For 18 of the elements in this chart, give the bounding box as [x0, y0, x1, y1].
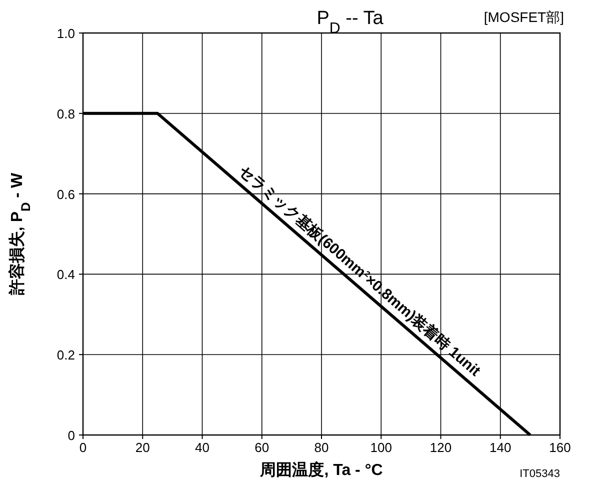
- y-tick-label: 0.8: [56, 106, 75, 122]
- chart-subtitle: [MOSFET部]: [484, 9, 564, 25]
- x-tick-label: 160: [549, 440, 571, 455]
- x-tick-label: 120: [430, 440, 452, 455]
- x-axis-title: 周囲温度, Ta - °C: [259, 460, 384, 479]
- y-tick-label: 1.0: [56, 26, 75, 41]
- x-tick-label: 20: [135, 440, 150, 455]
- x-tick-label: 40: [195, 440, 210, 455]
- x-tick-label: 100: [370, 440, 392, 455]
- x-tick-label: 0: [79, 440, 87, 455]
- x-tick-label: 80: [314, 440, 329, 455]
- x-tick-label: 140: [490, 440, 512, 455]
- y-tick-label: 0.6: [56, 186, 75, 202]
- text: IT05343: [520, 468, 560, 480]
- y-tick-label: 0: [68, 428, 75, 443]
- y-tick-label: 0.2: [56, 348, 75, 363]
- y-tick-label: 0.4: [56, 267, 75, 282]
- x-tick-label: 60: [254, 440, 270, 455]
